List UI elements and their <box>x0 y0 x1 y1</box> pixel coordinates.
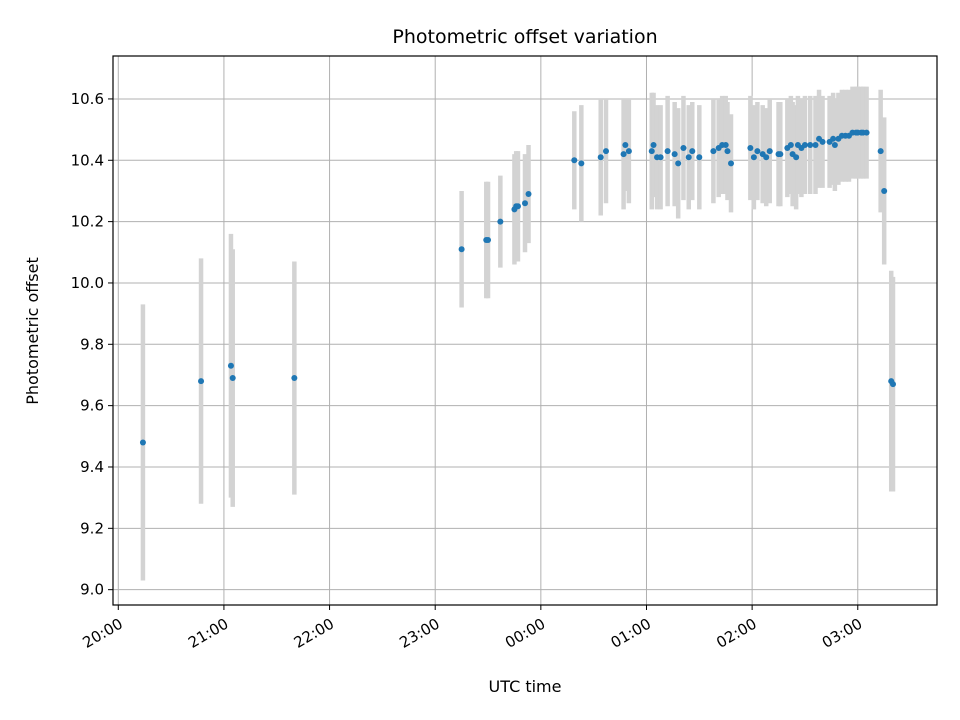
data-point <box>664 148 671 155</box>
data-point <box>485 237 492 244</box>
data-point <box>787 141 794 148</box>
data-point <box>766 148 773 155</box>
data-point <box>625 148 632 155</box>
data-point <box>710 148 717 155</box>
data-point <box>650 141 657 148</box>
data-point <box>458 246 465 253</box>
data-point <box>571 157 578 164</box>
data-point <box>831 141 838 148</box>
plot-frame <box>112 55 938 606</box>
data-point <box>812 141 819 148</box>
data-point <box>754 148 761 155</box>
data-point <box>863 129 870 136</box>
y-tick-label: 9.6 <box>80 397 104 415</box>
data-point <box>597 154 604 161</box>
data-point <box>514 203 521 210</box>
data-points <box>139 129 896 446</box>
y-axis-label: Photometric offset <box>23 257 42 405</box>
data-point <box>877 148 884 155</box>
data-point <box>522 200 528 207</box>
y-tick-label: 10.6 <box>71 90 104 108</box>
data-point <box>620 151 627 158</box>
data-point <box>578 160 585 167</box>
data-point <box>229 375 236 382</box>
data-point <box>675 160 682 167</box>
data-point <box>139 439 146 446</box>
data-point <box>793 154 800 161</box>
data-point <box>750 154 757 161</box>
data-point <box>227 362 234 369</box>
data-point <box>747 145 754 152</box>
data-point <box>728 160 734 167</box>
data-point <box>889 381 896 388</box>
data-point <box>671 151 678 158</box>
data-point <box>685 154 692 161</box>
y-tick-label: 9.2 <box>80 519 104 537</box>
data-point <box>689 148 696 155</box>
data-point <box>801 141 808 148</box>
data-point <box>525 191 532 198</box>
data-point <box>763 154 770 161</box>
data-point <box>198 378 205 385</box>
data-point <box>830 135 837 142</box>
data-point <box>881 187 888 194</box>
y-axis-ticks: 9.0 9.2 9.4 9.6 9.8 10.0 10.2 10.4 10.6 <box>71 90 113 599</box>
data-point <box>657 154 664 161</box>
y-tick-label: 9.0 <box>80 581 104 599</box>
y-tick-label: 10.0 <box>71 274 104 292</box>
y-tick-label: 10.4 <box>71 151 104 169</box>
data-point <box>497 218 504 225</box>
data-point <box>648 148 655 155</box>
data-point <box>807 141 814 148</box>
data-point <box>622 141 629 148</box>
data-point <box>696 154 703 161</box>
y-tick-label: 9.8 <box>80 335 104 353</box>
data-point <box>680 145 687 152</box>
data-point <box>777 151 784 158</box>
data-point <box>819 138 826 145</box>
data-point <box>724 148 731 155</box>
data-point <box>722 141 729 148</box>
data-point <box>602 148 609 155</box>
x-axis-label: UTC time <box>489 677 562 696</box>
y-tick-label: 10.2 <box>71 213 104 231</box>
data-point <box>291 375 298 382</box>
chart-title: Photometric offset variation <box>392 26 657 48</box>
y-tick-label: 9.4 <box>80 458 104 476</box>
